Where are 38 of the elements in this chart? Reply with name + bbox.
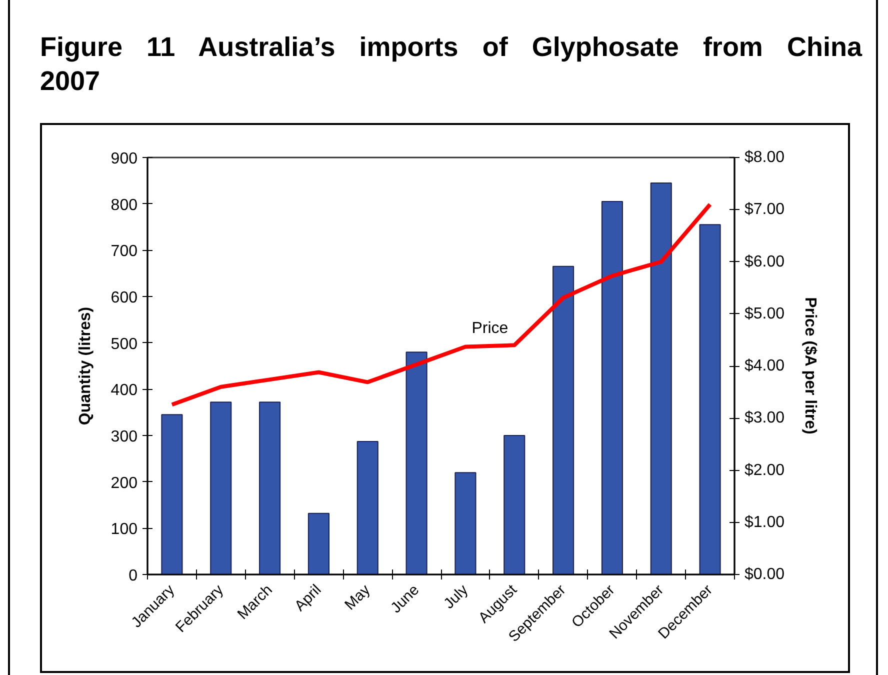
y-tick-label: 900 <box>110 150 138 168</box>
y2-axis-title: Price ($A per litre) <box>802 297 819 434</box>
y2-tick-label: $4.00 <box>744 358 785 374</box>
bar <box>308 512 330 574</box>
line-series <box>170 202 712 407</box>
y-tick-label: 600 <box>110 290 138 306</box>
bar <box>161 414 183 574</box>
y2-tick-label: $1.00 <box>744 514 785 531</box>
y2-tick-label: $0.00 <box>744 566 785 583</box>
y-tick-label: 800 <box>110 196 138 214</box>
y-tick-label: 300 <box>110 428 138 446</box>
y-axis-title: Quantity (litres) <box>76 306 94 426</box>
y2-tick-label: $6.00 <box>744 253 785 270</box>
bar <box>210 402 232 574</box>
y-tick-label: 200 <box>110 474 138 492</box>
x-tick-label: July <box>440 581 472 612</box>
bar <box>454 472 476 574</box>
bar <box>552 266 574 574</box>
x-tick-label: May <box>342 581 374 614</box>
series-label: Price <box>472 320 508 338</box>
bar <box>356 441 378 574</box>
y-tick-label: 100 <box>110 521 138 538</box>
y-tick-label: 700 <box>110 243 138 260</box>
y-tick-label: 500 <box>110 336 138 353</box>
y2-tick-label: $8.00 <box>744 149 785 166</box>
bar <box>601 201 623 574</box>
bar <box>259 402 281 574</box>
y2-tick-label: $7.00 <box>744 201 785 218</box>
y2-tick-label: $2.00 <box>744 462 785 479</box>
bar <box>699 224 721 574</box>
bar <box>504 435 526 574</box>
y2-tick-label: $3.00 <box>744 410 785 427</box>
bar <box>406 352 428 574</box>
bar <box>650 182 672 574</box>
y2-tick-label: $5.00 <box>744 305 785 322</box>
chart-title: Figure 11 Australia’s imports of Glyphosate from China 2007 <box>40 31 862 98</box>
y-tick-label: 400 <box>110 382 138 400</box>
y-tick-label: 0 <box>128 568 138 584</box>
